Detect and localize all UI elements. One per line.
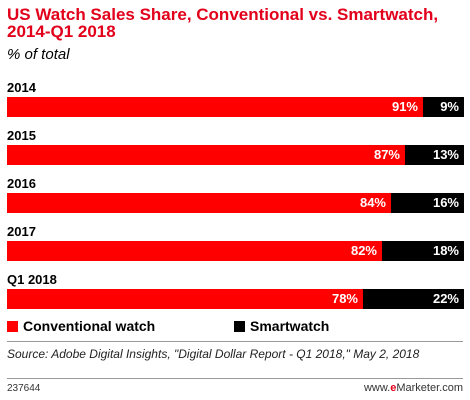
category-label: 2017	[7, 224, 36, 239]
source-divider	[7, 341, 463, 342]
category-label: 2016	[7, 176, 36, 191]
legend-swatch	[7, 321, 18, 332]
bar-smartwatch: 13%	[405, 145, 464, 165]
brand-prefix: www.	[363, 382, 391, 394]
legend-item: Conventional watch	[7, 318, 155, 334]
bar-row: 91% 9%	[7, 97, 464, 117]
bar-row: 82% 18%	[7, 241, 464, 261]
chart-subtitle: % of total	[7, 46, 70, 63]
footer-divider	[7, 378, 463, 379]
bar-conventional: 84%	[7, 193, 391, 213]
category-label: 2014	[7, 80, 36, 95]
bar-smartwatch: 9%	[423, 97, 464, 117]
category-label: 2015	[7, 128, 36, 143]
bar-row: 84% 16%	[7, 193, 464, 213]
brand-e: e	[390, 382, 397, 394]
bar-row: 78% 22%	[7, 289, 464, 309]
bar-smartwatch: 18%	[382, 241, 464, 261]
category-label: Q1 2018	[7, 272, 57, 287]
bar-conventional: 78%	[7, 289, 363, 309]
brand-rest: Marketer.com	[396, 382, 463, 394]
chart-id: 237644	[7, 383, 41, 394]
bar-row: 87% 13%	[7, 145, 464, 165]
legend-swatch	[234, 321, 245, 332]
chart-title: US Watch Sales Share, Conventional vs. S…	[7, 5, 439, 41]
bar-conventional: 82%	[7, 241, 382, 261]
legend-item: Smartwatch	[234, 318, 329, 334]
bar-smartwatch: 22%	[363, 289, 464, 309]
bar-conventional: 87%	[7, 145, 405, 165]
bar-conventional: 91%	[7, 97, 423, 117]
legend-label: Conventional watch	[23, 318, 156, 334]
bar-smartwatch: 16%	[391, 193, 464, 213]
legend-label: Smartwatch	[250, 318, 330, 334]
source-note: Source: Adobe Digital Insights, "Digital…	[7, 347, 420, 361]
brand-link[interactable]: www.eMarketer.com	[364, 382, 463, 395]
